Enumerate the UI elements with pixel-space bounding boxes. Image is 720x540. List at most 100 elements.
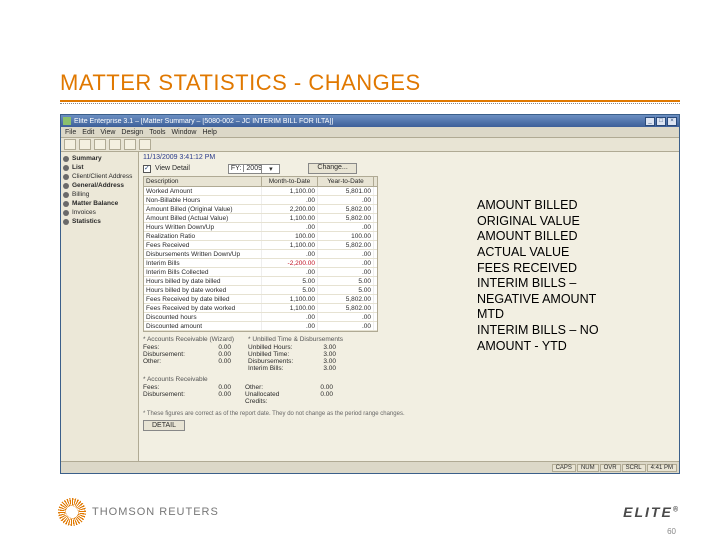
col-mtd: Month-to-Date	[262, 177, 318, 186]
kv-row: Unallocated Credits:0.00	[245, 391, 333, 405]
kv-val: 3.00	[306, 365, 336, 372]
minimize-button[interactable]: _	[645, 117, 655, 126]
kv-key: Disbursement:	[143, 351, 201, 358]
cell-ytd: .00	[318, 259, 374, 267]
cell-desc: Discounted hours	[144, 313, 262, 321]
fiscal-year-select[interactable]: FY: 2009 ▾	[228, 164, 281, 174]
ar-header: * Accounts Receivable	[143, 376, 675, 383]
cell-ytd: 5,802.00	[318, 295, 374, 303]
menu-window[interactable]: Window	[172, 129, 197, 136]
menu-file[interactable]: File	[65, 129, 76, 136]
maximize-button[interactable]: □	[656, 117, 666, 126]
slide-annotations: AMOUNT BILLEDORIGINAL VALUEAMOUNT BILLED…	[477, 198, 599, 354]
annotation-line: INTERIM BILLS – NO	[477, 323, 599, 339]
toolbar-btn-4[interactable]	[109, 139, 121, 150]
window-title: Elite Enterprise 3.1 – [Matter Summary –…	[74, 118, 645, 125]
titlebar: Elite Enterprise 3.1 – [Matter Summary –…	[61, 115, 679, 127]
cell-desc: Fees Received by date worked	[144, 304, 262, 312]
cell-desc: Interim Bills	[144, 259, 262, 267]
footnote: * These figures are correct as of the re…	[143, 411, 675, 417]
table-row: Realization Ratio100.00100.00	[144, 232, 377, 241]
sidebar-item-label: General/Address	[72, 182, 124, 189]
table-row: Discounted amount.00.00	[144, 322, 377, 331]
sidebar-item[interactable]: Invoices	[63, 208, 136, 217]
toolbar-btn-3[interactable]	[94, 139, 106, 150]
sidebar-item[interactable]: Client/Client Address	[63, 172, 136, 181]
menu-help[interactable]: Help	[202, 129, 216, 136]
table-row: Fees Received by date worked1,100.005,80…	[144, 304, 377, 313]
cell-ytd: .00	[318, 322, 374, 330]
cell-ytd: 5,802.00	[318, 241, 374, 249]
detail-button[interactable]: DETAIL	[143, 420, 185, 431]
sidebar-item[interactable]: List	[63, 163, 136, 172]
sidebar-item-label: Statistics	[72, 218, 101, 225]
kv-val: 0.00	[303, 384, 333, 391]
kv-key: Unallocated Credits:	[245, 391, 303, 405]
sidebar-item[interactable]: Billing	[63, 190, 136, 199]
sidebar-item-label: List	[72, 164, 84, 171]
toolbar-btn-6[interactable]	[139, 139, 151, 150]
kv-row: Disbursement:0.00	[143, 351, 234, 358]
kv-key: Interim Bills:	[248, 365, 306, 372]
toolbar-btn-2[interactable]	[79, 139, 91, 150]
menu-tools[interactable]: Tools	[149, 129, 165, 136]
annotation-line: FEES RECEIVED	[477, 261, 599, 277]
menu-edit[interactable]: Edit	[82, 129, 94, 136]
sidebar-item[interactable]: Matter Balance	[63, 199, 136, 208]
sidebar: Summary ListClient/Client AddressGeneral…	[61, 152, 139, 461]
status-scrl: SCRL	[622, 464, 646, 472]
slide-footer: THOMSON REUTERS ELITE®	[58, 498, 680, 526]
status-time: 4:41 PM	[647, 464, 677, 472]
toolbar-btn-5[interactable]	[124, 139, 136, 150]
kv-row: Interim Bills:3.00	[248, 365, 343, 372]
cell-mtd: 5.00	[262, 286, 318, 294]
slide-number: 60	[667, 527, 676, 536]
bullet-icon	[63, 156, 69, 162]
close-button[interactable]: ×	[667, 117, 677, 126]
kv-row: Fees:0.00	[143, 384, 231, 391]
cell-desc: Amount Billed (Actual Value)	[144, 214, 262, 222]
app-window: Elite Enterprise 3.1 – [Matter Summary –…	[60, 114, 680, 474]
cell-desc: Hours billed by date billed	[144, 277, 262, 285]
cell-ytd: .00	[318, 196, 374, 204]
annotation-line: AMOUNT BILLED	[477, 198, 599, 214]
table-row: Hours billed by date worked5.005.00	[144, 286, 377, 295]
app-icon	[63, 117, 71, 125]
bullet-icon	[63, 174, 69, 180]
cell-ytd: 5,802.00	[318, 214, 374, 222]
sidebar-item[interactable]: Statistics	[63, 217, 136, 226]
table-row: Discounted hours.00.00	[144, 313, 377, 322]
toolbar-btn-1[interactable]	[64, 139, 76, 150]
cell-mtd: 5.00	[262, 277, 318, 285]
status-num: NUM	[577, 464, 599, 472]
kv-val: 0.00	[303, 391, 333, 405]
kv-val: 3.00	[306, 351, 336, 358]
kv-key: Disbursements:	[248, 358, 306, 365]
kv-row: Fees:0.00	[143, 344, 234, 351]
cell-ytd: 5,802.00	[318, 205, 374, 213]
menu-design[interactable]: Design	[121, 129, 143, 136]
cell-desc: Amount Billed (Original Value)	[144, 205, 262, 213]
table-row: Fees Received1,100.005,802.00	[144, 241, 377, 250]
table-row: Interim Bills Collected.00.00	[144, 268, 377, 277]
view-detail-checkbox[interactable]	[143, 165, 151, 173]
fy-label: FY:	[229, 165, 244, 172]
bullet-icon	[63, 183, 69, 189]
cell-mtd: 100.00	[262, 232, 318, 240]
kv-key: Unbilled Time:	[248, 351, 306, 358]
unbilled-header: * Unbilled Time & Disbursements	[248, 336, 343, 343]
kv-row: Unbilled Time:3.00	[248, 351, 343, 358]
cell-mtd: .00	[262, 268, 318, 276]
kv-key: Other:	[143, 358, 201, 365]
cell-ytd: 5.00	[318, 277, 374, 285]
kv-key: Disbursement:	[143, 391, 201, 398]
cell-mtd: .00	[262, 313, 318, 321]
table-row: Hours Written Down/Up.00.00	[144, 223, 377, 232]
chevron-down-icon[interactable]: ▾	[261, 165, 279, 173]
change-button[interactable]: Change...	[308, 163, 356, 174]
annotation-line: AMOUNT BILLED	[477, 229, 599, 245]
sidebar-item[interactable]: General/Address	[63, 181, 136, 190]
cell-ytd: 5,801.00	[318, 187, 374, 195]
menu-view[interactable]: View	[100, 129, 115, 136]
table-row: Disbursements Written Down/Up.00.00	[144, 250, 377, 259]
